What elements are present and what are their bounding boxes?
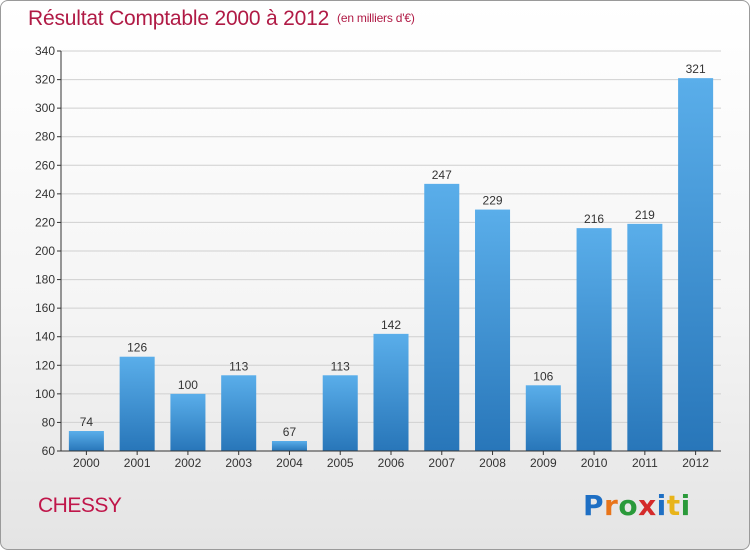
chart-title-text: Résultat Comptable 2000 à 2012 bbox=[28, 7, 330, 30]
x-tick-label: 2005 bbox=[327, 456, 354, 470]
y-tick-label: 120 bbox=[35, 358, 55, 372]
x-tick-label: 2011 bbox=[632, 456, 658, 470]
proxiti-logo: Proxiti bbox=[583, 489, 691, 522]
y-tick-label: 160 bbox=[35, 301, 55, 315]
logo-letter: x bbox=[638, 489, 657, 522]
bar bbox=[221, 375, 257, 451]
y-tick-label: 260 bbox=[35, 158, 55, 172]
x-tick-label: 2012 bbox=[682, 456, 709, 470]
bar bbox=[678, 78, 714, 452]
bar bbox=[373, 333, 409, 451]
data-label: 113 bbox=[331, 359, 350, 373]
data-label: 74 bbox=[80, 415, 94, 429]
bar bbox=[424, 183, 460, 451]
data-label: 142 bbox=[381, 318, 401, 332]
y-tick-label: 280 bbox=[35, 130, 55, 144]
x-tick-label: 2004 bbox=[276, 456, 303, 470]
logo-letter: i bbox=[680, 489, 691, 522]
y-tick-label: 140 bbox=[35, 330, 55, 344]
x-tick-label: 2010 bbox=[581, 456, 608, 470]
unit-note: (en milliers d'€) bbox=[337, 11, 415, 25]
x-tick-label: 2008 bbox=[479, 456, 506, 470]
y-tick-label: 60 bbox=[42, 444, 56, 458]
commune-name: CHESSY bbox=[38, 494, 122, 517]
y-tick-label: 340 bbox=[35, 44, 55, 58]
y-tick-label: 100 bbox=[35, 387, 55, 401]
y-tick-label: 240 bbox=[35, 187, 55, 201]
axis-layer bbox=[57, 50, 721, 455]
logo-letter: t bbox=[666, 489, 681, 522]
y-tick-label: 300 bbox=[35, 101, 55, 115]
data-label: 229 bbox=[483, 194, 503, 208]
x-tick-label: 2000 bbox=[73, 456, 100, 470]
data-label: 219 bbox=[635, 208, 655, 222]
data-label: 321 bbox=[686, 62, 706, 76]
bar bbox=[627, 223, 663, 451]
x-tick-label: 2007 bbox=[428, 456, 455, 470]
data-label: 216 bbox=[584, 212, 604, 226]
data-label: 106 bbox=[533, 369, 553, 383]
x-tick-label: 2006 bbox=[378, 456, 405, 470]
bar bbox=[119, 356, 155, 451]
data-label: 100 bbox=[178, 378, 198, 392]
y-tick-label: 200 bbox=[35, 244, 55, 258]
bar bbox=[271, 441, 307, 451]
data-label: 113 bbox=[229, 359, 248, 373]
data-label: 67 bbox=[283, 425, 297, 439]
x-tick-label: 2001 bbox=[124, 456, 151, 470]
logo-letter: o bbox=[618, 489, 639, 522]
logo-letter: P bbox=[583, 489, 605, 522]
y-tick-label: 80 bbox=[42, 415, 56, 429]
bar bbox=[525, 385, 561, 451]
x-tick-label: 2009 bbox=[530, 456, 557, 470]
bar bbox=[68, 431, 104, 451]
y-tick-label: 220 bbox=[35, 215, 55, 229]
x-tick-label: 2002 bbox=[175, 456, 202, 470]
data-label: 247 bbox=[432, 168, 452, 182]
data-label: 126 bbox=[127, 341, 147, 355]
bar bbox=[576, 228, 612, 451]
label-layer: 60 80 100 120 140 160 180 200 220 240 260 280 300 320… bbox=[35, 44, 709, 470]
bar-layer bbox=[68, 78, 714, 452]
logo-letter: r bbox=[604, 489, 619, 522]
chart-title: Résultat Comptable 2000 à 2012 (en millie… bbox=[28, 7, 415, 31]
bar bbox=[322, 375, 358, 451]
bar bbox=[475, 209, 511, 451]
x-tick-label: 2003 bbox=[225, 456, 252, 470]
logo-letter: i bbox=[656, 489, 667, 522]
y-tick-label: 320 bbox=[35, 73, 55, 87]
y-tick-label: 180 bbox=[35, 273, 55, 287]
bar bbox=[170, 393, 206, 451]
